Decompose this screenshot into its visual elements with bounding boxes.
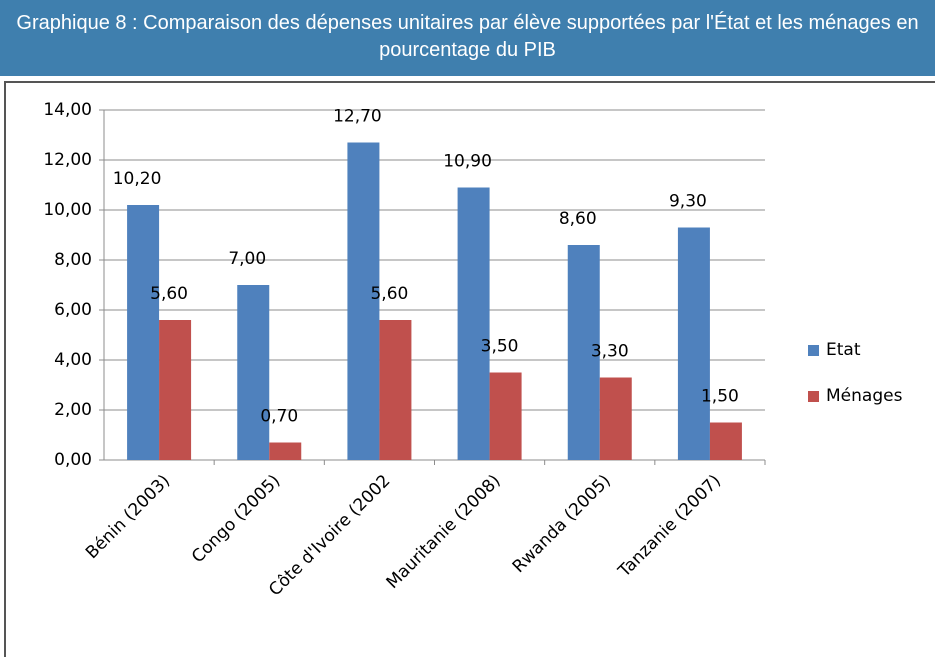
value-label: 8,60: [559, 209, 597, 229]
chart-frame: [4, 81, 935, 657]
legend-swatch: [808, 345, 819, 356]
y-tick-label: 4,00: [54, 350, 92, 370]
value-label: 5,60: [150, 284, 188, 304]
value-label: 10,20: [113, 169, 162, 189]
bar: [677, 227, 710, 460]
bar: [347, 142, 380, 460]
value-label: 12,70: [333, 107, 382, 127]
legend-label: Ménages: [826, 386, 903, 406]
bar: [567, 245, 600, 460]
bar: [269, 442, 302, 460]
y-tick-label: 10,00: [43, 200, 92, 220]
bar: [159, 320, 192, 460]
y-tick-label: 8,00: [54, 250, 92, 270]
legend-label: Etat: [826, 340, 861, 360]
y-tick-label: 0,00: [54, 450, 92, 470]
x-tick-label: Tanzanie (2007): [614, 471, 725, 582]
bar: [709, 422, 742, 460]
bar: [379, 320, 412, 460]
value-label: 10,90: [443, 152, 492, 172]
value-label: 9,30: [669, 192, 707, 212]
x-tick-label: Bénin (2003): [82, 471, 174, 563]
x-tick-label: Mauritanie (2008): [383, 471, 505, 593]
bar: [237, 285, 270, 460]
bar: [457, 187, 490, 460]
y-tick-label: 12,00: [43, 150, 92, 170]
legend-swatch: [808, 391, 819, 402]
bar: [599, 377, 632, 460]
value-label: 0,70: [260, 407, 298, 427]
x-tick-label: Congo (2005): [188, 471, 284, 567]
value-label: 3,30: [591, 342, 629, 362]
value-label: 1,50: [701, 387, 739, 407]
y-tick-label: 6,00: [54, 300, 92, 320]
chart-title: Graphique 8 : Comparaison des dépenses u…: [0, 0, 935, 76]
bar: [127, 205, 160, 460]
x-tick-label: Côte d'Ivoire (2002: [265, 471, 394, 600]
y-tick-label: 2,00: [54, 400, 92, 420]
value-label: 5,60: [370, 284, 408, 304]
bar: [489, 372, 522, 460]
y-tick-label: 14,00: [43, 100, 92, 120]
value-label: 7,00: [228, 249, 266, 269]
value-label: 3,50: [481, 337, 519, 357]
x-tick-label: Rwanda (2005): [509, 471, 615, 577]
